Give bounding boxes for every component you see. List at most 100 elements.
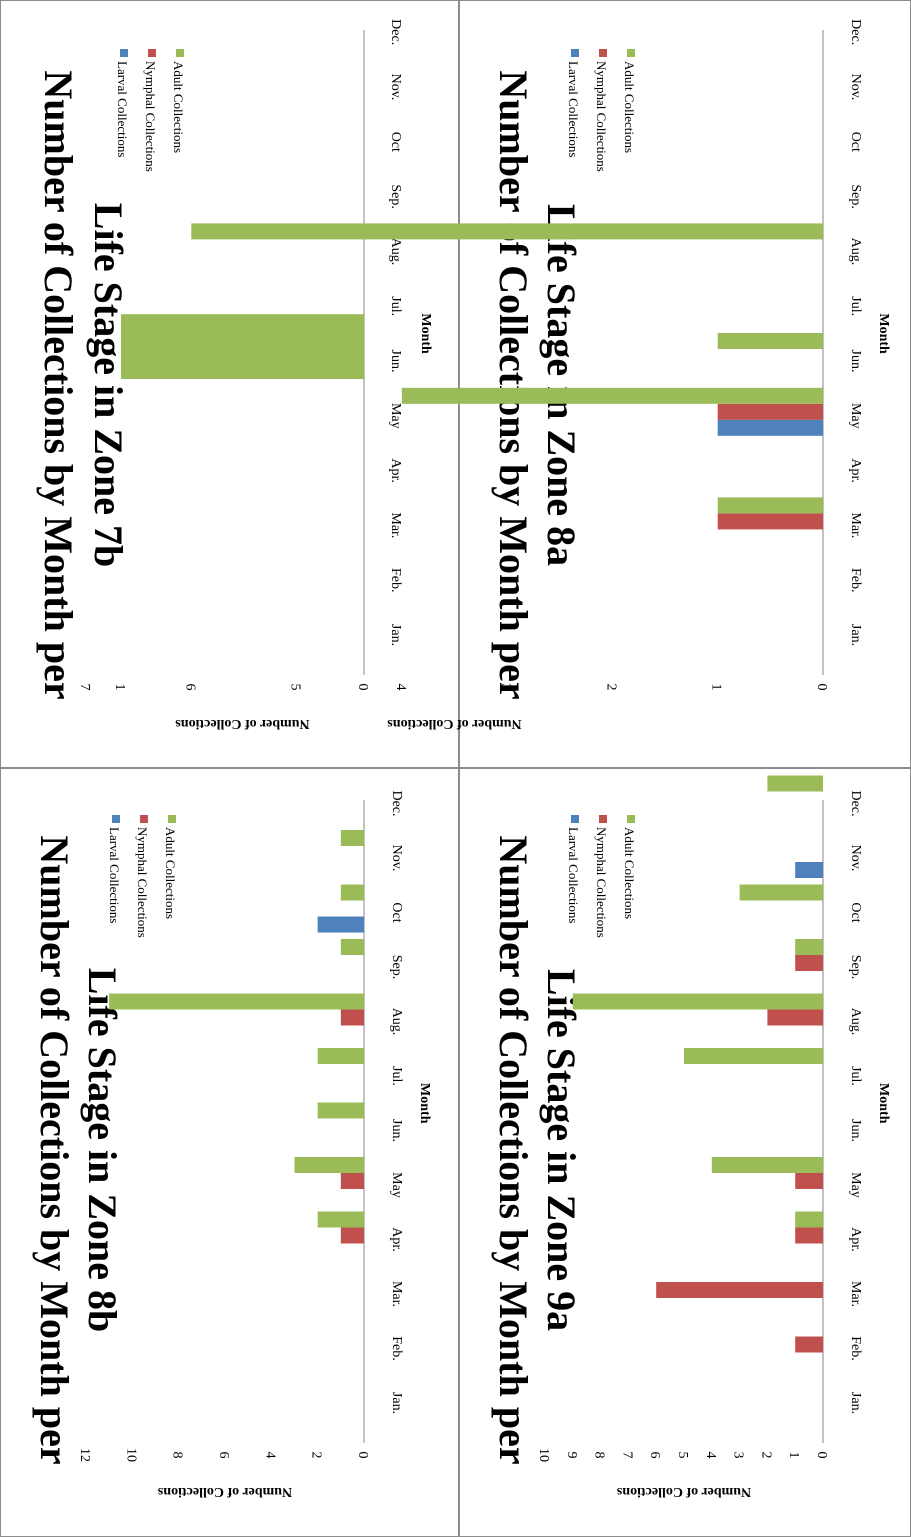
- month-label-jun: Jun.: [389, 1119, 404, 1142]
- chart-zone-8a: Number of Collections by Month per Life S…: [77, 19, 891, 731]
- month-label-jan: Jan.: [848, 1392, 863, 1414]
- legend-label-larval: Larval Collections: [566, 61, 581, 157]
- month-label-jan: Jan.: [388, 624, 403, 646]
- legend-swatch-adult: [627, 815, 635, 823]
- bar-adult-mar: [717, 497, 823, 514]
- bar-nymphal-feb: [795, 1336, 823, 1353]
- value-tick-label: 5: [288, 684, 303, 691]
- legend-label-nymphal: Nymphal Collections: [135, 827, 150, 938]
- month-label-nov: Nov.: [389, 845, 404, 872]
- value-tick-label: 5: [675, 1452, 690, 1459]
- month-label-nov: Nov.: [388, 74, 403, 101]
- month-label-aug: Aug.: [389, 1008, 404, 1036]
- month-label-nov: Nov.: [848, 845, 863, 872]
- bar-adult-may: [401, 387, 823, 404]
- month-label-apr: Apr.: [388, 458, 403, 483]
- month-label-jul: Jul.: [389, 1066, 404, 1086]
- bar-nymphal-apr: [340, 1227, 364, 1244]
- chart-zone-9a: Number of Collections by Month per Life S…: [491, 775, 891, 1499]
- chart-title-line2: Life Stage in Zone 8b: [80, 968, 125, 1332]
- legend-swatch-larval: [120, 49, 128, 57]
- bar-nymphal-mar: [656, 1282, 823, 1298]
- month-label-apr: Apr.: [848, 1227, 863, 1252]
- month-label-dec: Dec.: [388, 19, 403, 45]
- legend-swatch-nymphal: [599, 815, 607, 823]
- month-label-dec: Dec.: [389, 790, 404, 816]
- chart-panel-zone-9a: [459, 768, 911, 1537]
- chart-title-line1: Number of Collections by Month per: [491, 835, 536, 1464]
- chart-title-line2: Life Stage in Zone 9a: [539, 969, 584, 1331]
- month-label-sep: Sep.: [848, 955, 863, 980]
- bar-adult-jul: [684, 1048, 823, 1064]
- month-label-apr: Apr.: [848, 458, 863, 483]
- month-label-jul: Jul.: [848, 296, 863, 316]
- value-tick-label: 0: [814, 1452, 829, 1459]
- month-label-nov: Nov.: [848, 74, 863, 101]
- bar-larval-oct: [317, 916, 364, 933]
- month-label-apr: Apr.: [389, 1227, 404, 1252]
- month-label-feb: Feb.: [389, 1336, 404, 1361]
- x-axis-title: Month: [417, 1083, 432, 1124]
- value-tick-label: 2: [603, 684, 618, 691]
- bar-adult-dec: [767, 775, 823, 792]
- month-label-feb: Feb.: [848, 1336, 863, 1361]
- month-label-jun: Jun.: [388, 350, 403, 373]
- value-tick-label: 6: [647, 1452, 662, 1459]
- chart-title-line2: Life Stage in Zone 8a: [539, 204, 584, 566]
- value-tick-label: 7: [77, 684, 92, 691]
- chart-panel-zone-8a: [459, 0, 911, 768]
- month-label-oct: Oct: [848, 132, 863, 152]
- month-label-may: May: [848, 1172, 863, 1198]
- legend-label-larval: Larval Collections: [107, 827, 122, 923]
- value-tick-label: 6: [182, 684, 197, 691]
- month-label-dec: Dec.: [848, 790, 863, 816]
- legend-label-larval: Larval Collections: [566, 827, 581, 923]
- bar-nymphal-may: [340, 1173, 364, 1189]
- value-tick-label: 1: [709, 684, 724, 691]
- bar-larval-nov: [795, 862, 823, 878]
- bar-adult-sep: [340, 939, 364, 955]
- y-axis-title: Number of Collections: [387, 716, 522, 731]
- value-tick-label: 8: [592, 1452, 607, 1459]
- legend-swatch-larval: [112, 815, 120, 823]
- legend-label-nymphal: Nymphal Collections: [143, 61, 158, 172]
- month-label-sep: Sep.: [848, 184, 863, 209]
- value-tick-label: 1: [112, 684, 127, 691]
- legend-swatch-adult: [627, 49, 635, 57]
- month-label-jul: Jul.: [388, 296, 403, 316]
- month-label-oct: Oct: [388, 132, 403, 152]
- value-tick-label: 9: [564, 1452, 579, 1459]
- y-axis-title: Number of Collections: [157, 1484, 292, 1499]
- legend-swatch-nymphal: [148, 49, 156, 57]
- value-tick-label: 10: [123, 1448, 138, 1462]
- value-tick-label: 3: [498, 684, 513, 691]
- bar-adult-may: [711, 1157, 823, 1173]
- month-label-aug: Aug.: [388, 238, 403, 266]
- month-label-sep: Sep.: [388, 184, 403, 209]
- bar-adult-aug: [572, 993, 823, 1010]
- value-tick-label: 4: [393, 684, 408, 691]
- bar-larval-may: [717, 419, 823, 436]
- value-tick-label: 10: [536, 1448, 551, 1462]
- value-tick-label: 1: [786, 1452, 801, 1459]
- legend-label-larval: Larval Collections: [115, 61, 130, 157]
- chart-title-line1: Number of Collections by Month per: [36, 70, 81, 699]
- value-tick-label: 0: [355, 684, 370, 691]
- bar-adult-may: [294, 1157, 364, 1173]
- month-label-may: May: [388, 403, 403, 429]
- value-tick-label: 2: [309, 1452, 324, 1459]
- month-label-oct: Oct: [389, 902, 404, 922]
- bar-adult-oct: [340, 884, 364, 901]
- month-label-may: May: [848, 403, 863, 429]
- bar-nymphal-may: [717, 403, 823, 420]
- month-label-aug: Aug.: [848, 1008, 863, 1036]
- bar-nymphal-aug: [767, 1009, 823, 1026]
- bar-nymphal-aug: [340, 1009, 364, 1026]
- month-label-feb: Feb.: [388, 568, 403, 593]
- month-label-aug: Aug.: [848, 238, 863, 266]
- month-label-mar: Mar.: [389, 1281, 404, 1307]
- month-label-mar: Mar.: [848, 1281, 863, 1307]
- month-label-jan: Jan.: [848, 624, 863, 646]
- value-tick-label: 8: [170, 1452, 185, 1459]
